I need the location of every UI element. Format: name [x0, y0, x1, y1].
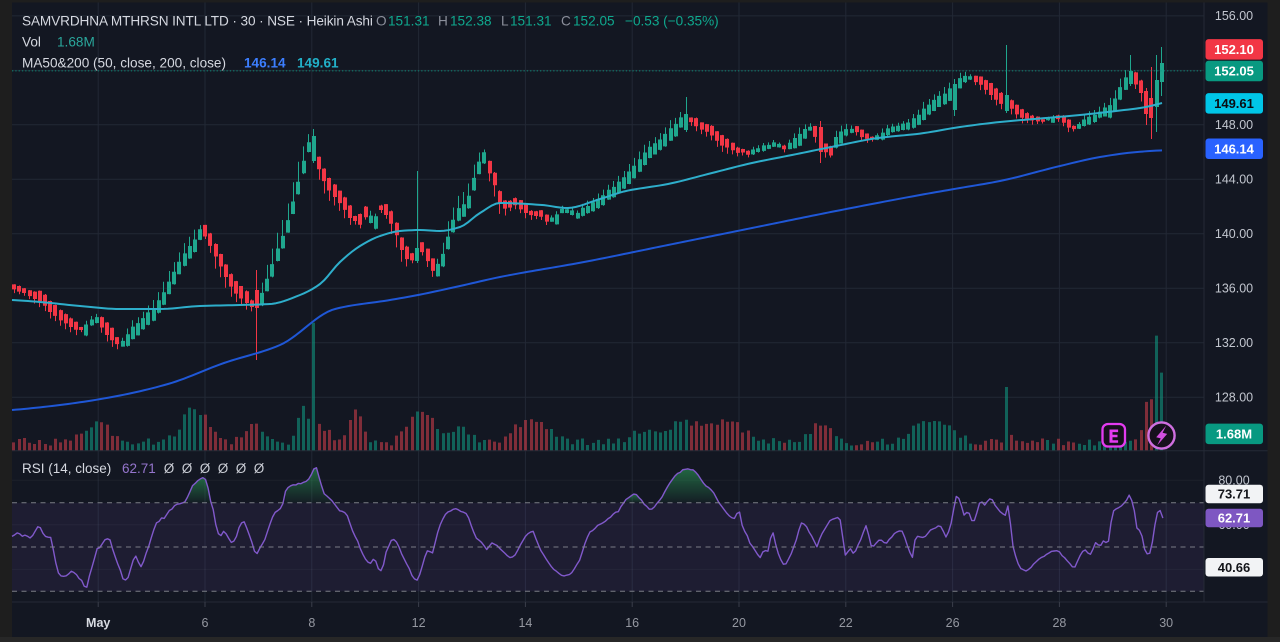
- svg-text:H: H: [438, 14, 448, 29]
- svg-text:8: 8: [308, 616, 315, 630]
- svg-text:Ø: Ø: [218, 461, 229, 476]
- svg-text:Ø: Ø: [182, 461, 193, 476]
- svg-text:149.61: 149.61: [297, 56, 339, 71]
- svg-text:16: 16: [625, 616, 639, 630]
- svg-text:26: 26: [946, 616, 960, 630]
- svg-text:140.00: 140.00: [1215, 227, 1253, 241]
- svg-text:14: 14: [518, 616, 532, 630]
- svg-text:146.14: 146.14: [244, 56, 286, 71]
- svg-text:12: 12: [412, 616, 426, 630]
- svg-text:Ø: Ø: [236, 461, 247, 476]
- svg-text:136.00: 136.00: [1215, 282, 1253, 296]
- svg-text:62.71: 62.71: [1218, 511, 1251, 526]
- svg-text:152.38: 152.38: [450, 14, 492, 29]
- svg-text:−0.53 (−0.35%): −0.53 (−0.35%): [625, 14, 719, 29]
- svg-text:132.00: 132.00: [1215, 336, 1253, 350]
- svg-text:O: O: [376, 14, 387, 29]
- svg-text:148.00: 148.00: [1215, 118, 1253, 132]
- svg-text:1.68M: 1.68M: [57, 35, 95, 50]
- svg-text:62.71: 62.71: [122, 461, 156, 476]
- svg-text:Ø: Ø: [254, 461, 265, 476]
- svg-text:RSI (14, close): RSI (14, close): [22, 461, 111, 476]
- svg-text:30: 30: [1159, 616, 1173, 630]
- svg-text:28: 28: [1052, 616, 1066, 630]
- svg-text:MA50&200 (50, close, 200, clos: MA50&200 (50, close, 200, close): [22, 56, 226, 71]
- svg-text:40.66: 40.66: [1218, 560, 1251, 575]
- svg-text:L: L: [501, 14, 509, 29]
- svg-text:151.31: 151.31: [388, 14, 430, 29]
- svg-text:May: May: [86, 616, 110, 630]
- svg-text:C: C: [561, 14, 571, 29]
- svg-text:20: 20: [732, 616, 746, 630]
- svg-text:Ø: Ø: [164, 461, 175, 476]
- svg-text:152.05: 152.05: [573, 14, 615, 29]
- svg-text:144.00: 144.00: [1215, 173, 1253, 187]
- svg-text:6: 6: [202, 616, 209, 630]
- svg-text:SAMVRDHNA MTHRSN INTL LTD · 30: SAMVRDHNA MTHRSN INTL LTD · 30 · NSE · H…: [22, 14, 373, 29]
- svg-text:152.05: 152.05: [1214, 64, 1254, 79]
- svg-text:22: 22: [839, 616, 853, 630]
- svg-text:152.10: 152.10: [1214, 42, 1254, 57]
- svg-text:Vol: Vol: [22, 35, 41, 50]
- svg-text:146.14: 146.14: [1214, 141, 1255, 156]
- svg-text:Ø: Ø: [200, 461, 211, 476]
- svg-text:128.00: 128.00: [1215, 391, 1253, 405]
- svg-text:73.71: 73.71: [1218, 487, 1251, 502]
- svg-text:149.61: 149.61: [1214, 96, 1254, 111]
- svg-text:80.00: 80.00: [1218, 474, 1249, 488]
- svg-text:151.31: 151.31: [510, 14, 552, 29]
- svg-text:156.00: 156.00: [1215, 9, 1253, 23]
- svg-text:1.68M: 1.68M: [1216, 427, 1252, 442]
